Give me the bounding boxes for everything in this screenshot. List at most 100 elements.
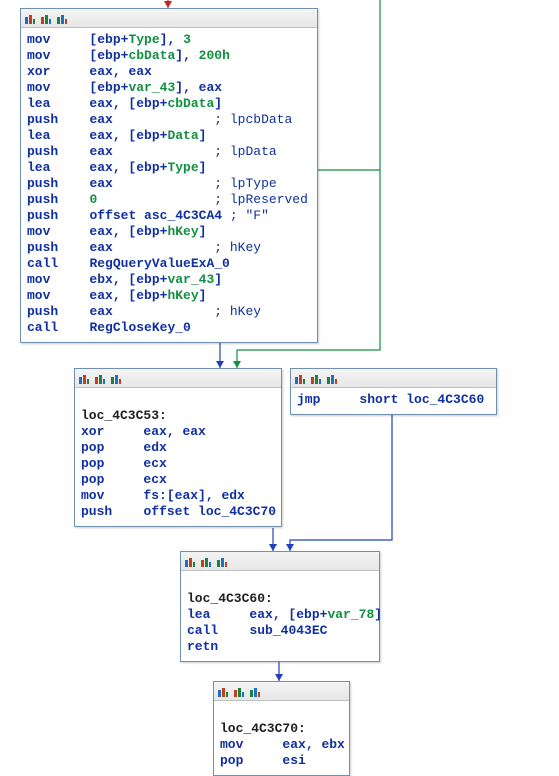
tok-name: offset asc_4C3CA4 <box>89 208 222 223</box>
asm-line: push eax ; lpType <box>27 176 311 192</box>
tok-pad <box>104 440 143 455</box>
asm-line: call RegCloseKey_0 <box>27 320 311 336</box>
disasm-node[interactable]: loc_4C3C60:lea eax, [ebp+var_78]call sub… <box>180 551 380 662</box>
disasm-node[interactable]: jmp short loc_4C3C60 <box>290 368 497 415</box>
tok-name: short loc_4C3C60 <box>359 392 484 407</box>
asm-line: loc_4C3C53: <box>81 408 275 424</box>
tok-punct: , <box>306 737 322 752</box>
tok-mnem: call <box>27 320 58 335</box>
group-icon <box>327 373 337 383</box>
tok-reg: eax <box>175 488 198 503</box>
asm-line: jmp short loc_4C3C60 <box>297 392 490 408</box>
group-icon <box>217 556 227 566</box>
breakpoint-icon <box>234 686 244 696</box>
tok-reg: ebp <box>136 224 159 239</box>
asm-line: mov eax, ebx <box>220 737 343 753</box>
tok-reg: ebp <box>136 96 159 111</box>
tok-pad <box>58 320 89 335</box>
tok-pad <box>58 256 89 271</box>
tok-mnem: pop <box>81 440 104 455</box>
tok-reg: eax <box>199 80 222 95</box>
node-header[interactable] <box>214 682 349 701</box>
node-header[interactable] <box>75 369 281 388</box>
cfg-edge <box>290 410 392 551</box>
tok-name: sub_4043EC <box>249 623 327 638</box>
chart-icon <box>25 13 35 23</box>
tok-pad <box>58 144 89 159</box>
tok-mnem: lea <box>27 160 50 175</box>
asm-line: push eax ; lpData <box>27 144 311 160</box>
tok-reg: ebx <box>89 272 112 287</box>
chart-icon <box>185 556 195 566</box>
tok-pad <box>50 80 89 95</box>
asm-line: mov [ebp+cbData], 200h <box>27 48 311 64</box>
asm-line: call sub_4043EC <box>187 623 373 639</box>
tok-mnem: pop <box>220 753 243 768</box>
node-body: loc_4C3C53:xor eax, eaxpop edxpop ecxpop… <box>75 388 281 526</box>
chart-icon <box>218 686 228 696</box>
disasm-node[interactable]: loc_4C3C70:mov eax, ebxpop esi <box>213 681 350 776</box>
tok-mnem: pop <box>81 472 104 487</box>
asm-line: retn <box>187 639 373 655</box>
tok-reg: eax <box>89 64 112 79</box>
tok-punct: ] <box>199 160 207 175</box>
breakpoint-icon <box>201 556 211 566</box>
tok-pad <box>113 112 214 127</box>
node-body: loc_4C3C60:lea eax, [ebp+var_78]call sub… <box>181 571 379 661</box>
asm-line: lea eax, [ebp+Type] <box>27 160 311 176</box>
tok-name: offset loc_4C3C70 <box>143 504 276 519</box>
asm-line: xor eax, eax <box>27 64 311 80</box>
disasm-node[interactable]: mov [ebp+Type], 3mov [ebp+cbData], 200hx… <box>20 8 318 343</box>
tok-reg: eax <box>89 128 112 143</box>
tok-punct: , [ <box>113 272 136 287</box>
tok-pad <box>320 392 359 407</box>
tok-punct: ] <box>214 272 222 287</box>
tok-pad <box>104 424 143 439</box>
tok-mnem: mov <box>27 288 50 303</box>
asm-line: xor eax, eax <box>81 424 275 440</box>
tok-mnem: push <box>81 504 112 519</box>
tok-punct: , <box>113 64 129 79</box>
tok-punct: ], <box>198 488 221 503</box>
tok-mnem: call <box>187 623 218 638</box>
asm-line <box>220 705 343 721</box>
tok-reg: ebp <box>97 80 120 95</box>
asm-line: pop edx <box>81 440 275 456</box>
tok-reg: ecx <box>143 456 166 471</box>
tok-cmt: ; lpData <box>214 144 276 159</box>
asm-line: call RegQueryValueExA_0 <box>27 256 311 272</box>
tok-var: hKey <box>167 224 198 239</box>
tok-mnem: push <box>27 192 58 207</box>
tok-pad <box>243 753 282 768</box>
tok-mnem: retn <box>187 639 218 654</box>
tok-cmt: ; lpcbData <box>214 112 292 127</box>
tok-reg: edx <box>221 488 244 503</box>
node-header[interactable] <box>181 552 379 571</box>
tok-reg: edx <box>143 440 166 455</box>
node-header[interactable] <box>291 369 496 388</box>
tok-pad <box>113 176 214 191</box>
tok-pad <box>104 472 143 487</box>
node-header[interactable] <box>21 9 317 28</box>
tok-mnem: call <box>27 256 58 271</box>
tok-cmt: ; hKey <box>214 304 261 319</box>
tok-pad <box>50 48 89 63</box>
tok-reg: eax <box>182 424 205 439</box>
tok-var: cbData <box>128 48 175 63</box>
group-icon <box>111 373 121 383</box>
tok-pad <box>50 128 89 143</box>
tok-mnem: push <box>27 112 58 127</box>
tok-pad <box>50 96 89 111</box>
chart-icon <box>295 373 305 383</box>
tok-pad <box>104 488 143 503</box>
asm-line: mov fs:[eax], edx <box>81 488 275 504</box>
tok-reg: eax <box>89 112 112 127</box>
disasm-node[interactable]: loc_4C3C53:xor eax, eaxpop edxpop ecxpop… <box>74 368 282 527</box>
asm-line: mov [ebp+Type], 3 <box>27 32 311 48</box>
asm-line: loc_4C3C60: <box>187 591 373 607</box>
tok-reg: ebp <box>136 128 159 143</box>
tok-mnem: mov <box>220 737 243 752</box>
breakpoint-icon <box>41 13 51 23</box>
group-icon <box>57 13 67 23</box>
tok-pad <box>113 304 214 319</box>
